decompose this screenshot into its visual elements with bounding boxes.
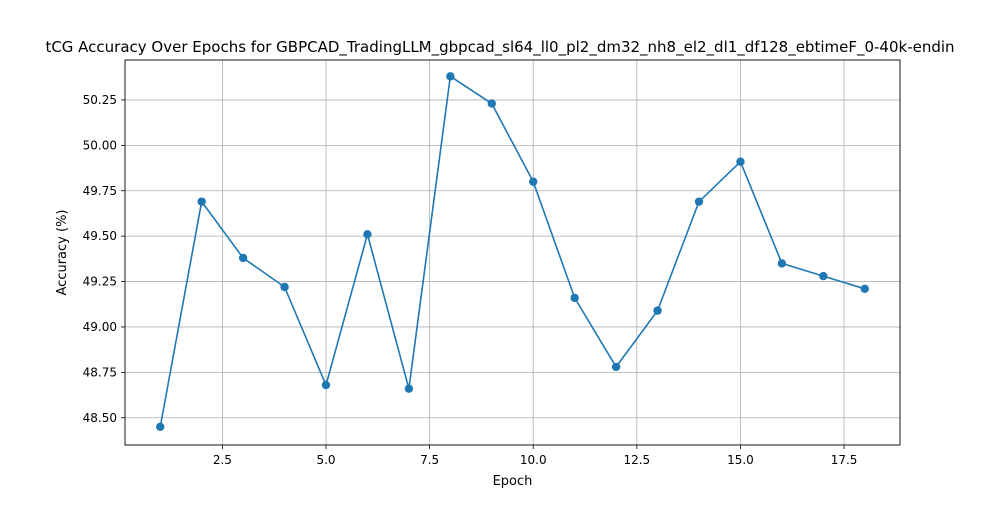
data-point-marker bbox=[653, 306, 662, 315]
y-tick-label: 49.50 bbox=[83, 229, 117, 243]
data-point-marker bbox=[487, 99, 496, 108]
data-point-marker bbox=[197, 197, 206, 206]
y-tick-label: 50.25 bbox=[83, 93, 117, 107]
x-tick-label: 10.0 bbox=[520, 453, 547, 467]
data-point-marker bbox=[156, 422, 165, 432]
data-point-marker bbox=[611, 362, 621, 372]
y-tick-label: 49.00 bbox=[83, 320, 117, 334]
y-tick-label: 48.50 bbox=[83, 411, 117, 425]
data-point-marker bbox=[819, 271, 828, 281]
x-tick-label: 7.5 bbox=[420, 453, 439, 467]
x-tick-label: 5.0 bbox=[316, 453, 335, 467]
data-point-marker bbox=[363, 230, 372, 239]
axis-ticks: 2.5 5.0 7.5 10.0 12.5 15.0 17.5 48.50 48.75 49.00… bbox=[83, 93, 858, 467]
x-tick-label: 2.5 bbox=[213, 453, 232, 467]
grid-lines bbox=[125, 60, 900, 445]
plot-frame bbox=[124, 59, 901, 446]
series-layer bbox=[156, 72, 869, 432]
data-point-marker bbox=[570, 293, 579, 303]
y-tick-label: 48.75 bbox=[83, 365, 117, 379]
data-point-marker bbox=[238, 253, 248, 263]
y-tick-label: 49.75 bbox=[83, 184, 117, 198]
data-point-marker bbox=[736, 157, 745, 166]
data-point-marker bbox=[694, 197, 704, 206]
data-point-marker bbox=[404, 384, 414, 393]
y-tick-label: 49.25 bbox=[83, 275, 117, 289]
accuracy-series-line bbox=[159, 75, 866, 427]
y-axis-label: Accuracy (%) bbox=[55, 210, 70, 296]
data-point-marker bbox=[280, 282, 289, 292]
x-tick-label: 15.0 bbox=[727, 453, 754, 467]
data-point-marker bbox=[529, 177, 538, 186]
x-axis-label: Epoch bbox=[493, 474, 533, 489]
x-tick-label: 12.5 bbox=[623, 453, 650, 467]
x-tick-label: 17.5 bbox=[831, 453, 858, 467]
data-point-marker bbox=[777, 259, 787, 268]
y-tick-label: 50.00 bbox=[83, 138, 117, 152]
chart-title: tCG Accuracy Over Epochs for GBPCAD_Trad… bbox=[45, 38, 954, 57]
data-point-marker bbox=[860, 284, 869, 294]
data-point-marker bbox=[446, 72, 455, 81]
data-point-marker bbox=[321, 380, 331, 390]
